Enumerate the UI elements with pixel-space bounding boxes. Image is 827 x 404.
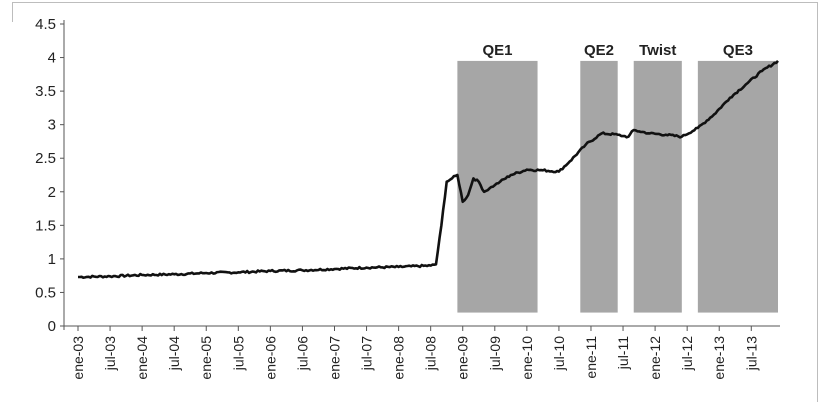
x-tick-label: ene-07 <box>326 336 342 380</box>
x-tick-label: ene-13 <box>711 336 727 380</box>
x-tick-label: ene-05 <box>198 336 214 380</box>
x-tick-label: jul-08 <box>423 336 439 371</box>
y-tick-label: 1 <box>48 251 56 268</box>
band-label-twist: Twist <box>639 42 676 59</box>
x-tick-label: jul-06 <box>294 336 310 371</box>
y-tick-label: 3 <box>48 117 56 134</box>
band-twist <box>633 60 682 313</box>
x-tick-label: jul-09 <box>487 336 503 371</box>
x-tick-label: jul-07 <box>359 336 375 371</box>
band-label-qe3: QE3 <box>723 42 753 59</box>
band-qe3 <box>697 60 778 313</box>
series-line-0 <box>78 60 779 279</box>
y-tick-label: 0.5 <box>35 284 56 301</box>
x-tick-label: ene-04 <box>134 336 150 380</box>
axes-layer: 0 0.5 1 1.5 2 2.5 3 3.5 4 4.5 ene-03 jul-03 ene-04 ju… <box>35 16 780 380</box>
x-tick-label: ene-06 <box>262 336 278 380</box>
band-label-qe1: QE1 <box>482 42 512 59</box>
x-tick-label: ene-10 <box>519 336 535 380</box>
x-tick-label: jul-10 <box>551 336 567 371</box>
x-tick-label: jul-11 <box>615 336 631 370</box>
x-tick-label: jul-12 <box>679 336 695 371</box>
bands-layer <box>457 60 778 313</box>
x-tick-label: jul-13 <box>743 336 759 371</box>
x-tick-label: ene-03 <box>70 336 86 380</box>
y-tick-label: 2 <box>48 184 56 201</box>
band-qe2 <box>580 60 618 313</box>
x-tick-label: jul-04 <box>166 336 182 371</box>
y-tick-label: 1.5 <box>35 217 56 234</box>
x-tick-label: ene-08 <box>391 336 407 380</box>
chart-frame <box>12 2 818 402</box>
y-tick-label: 2.5 <box>35 150 56 167</box>
y-tick-label: 3.5 <box>35 83 56 100</box>
y-tick-label: 0 <box>48 318 56 335</box>
x-tick-label: ene-09 <box>455 336 471 380</box>
x-tick-label: jul-05 <box>230 336 246 371</box>
x-tick-label: ene-11 <box>583 336 599 379</box>
x-tick-label: jul-03 <box>102 336 118 371</box>
y-tick-label: 4.5 <box>35 16 56 33</box>
line-layer <box>78 60 779 279</box>
frame-left-stub <box>12 2 13 22</box>
x-tick-label: ene-12 <box>647 336 663 380</box>
y-tick-label: 4 <box>48 50 56 67</box>
band-label-qe2: QE2 <box>584 42 614 59</box>
labels-layer: QE1 QE2 Twist QE3 <box>482 42 752 59</box>
band-qe1 <box>457 60 538 313</box>
